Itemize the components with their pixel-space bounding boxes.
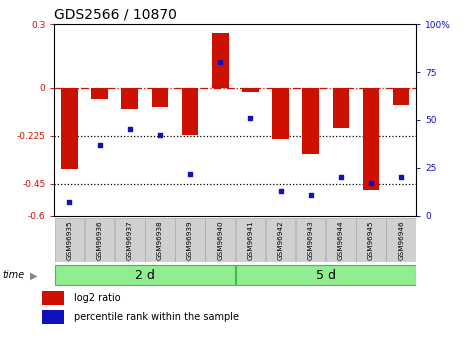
Bar (326, 218, 356, 262)
Bar (91, 88, 108, 99)
Point (66, 199, 73, 205)
Point (217, 60, 224, 65)
Bar (55, 265, 235, 285)
Point (96, 142, 104, 148)
Text: GSM96945: GSM96945 (368, 220, 374, 259)
Text: GSM96946: GSM96946 (398, 220, 404, 259)
Point (126, 127, 133, 132)
Point (246, 115, 254, 121)
Bar (55, 218, 84, 262)
Bar (42, 291, 64, 305)
Bar (302, 88, 319, 154)
Bar (182, 88, 198, 135)
Text: 2 d: 2 d (135, 269, 155, 282)
Text: GDS2566 / 10870: GDS2566 / 10870 (54, 8, 177, 22)
Bar (115, 218, 145, 262)
Bar (272, 88, 289, 139)
Point (307, 192, 315, 197)
Text: GSM96942: GSM96942 (278, 220, 283, 259)
Bar (296, 218, 325, 262)
Text: time: time (2, 270, 25, 280)
Point (367, 180, 375, 186)
Bar (175, 218, 205, 262)
Bar (393, 88, 410, 105)
Text: GSM96940: GSM96940 (217, 220, 223, 259)
Bar (266, 218, 295, 262)
Text: GSM96943: GSM96943 (308, 220, 314, 259)
Bar (122, 88, 138, 109)
Bar (85, 218, 114, 262)
Bar (152, 88, 168, 107)
Bar (333, 88, 349, 128)
Text: ▶: ▶ (30, 270, 37, 280)
Bar (145, 218, 175, 262)
Point (397, 175, 405, 180)
Text: GSM96935: GSM96935 (67, 220, 72, 259)
Text: GSM96938: GSM96938 (157, 220, 163, 259)
Bar (386, 218, 416, 262)
Text: log2 ratio: log2 ratio (74, 293, 121, 303)
Bar (212, 33, 228, 88)
Text: GSM96936: GSM96936 (96, 220, 103, 259)
Bar (236, 218, 265, 262)
Text: GSM96939: GSM96939 (187, 220, 193, 259)
Text: 5 d: 5 d (316, 269, 336, 282)
Bar (61, 88, 78, 169)
Bar (42, 310, 64, 324)
Bar (356, 218, 386, 262)
Point (156, 132, 164, 138)
Bar (236, 265, 416, 285)
Bar (205, 218, 235, 262)
Point (337, 175, 345, 180)
Text: GSM96944: GSM96944 (338, 220, 344, 259)
Bar (363, 88, 379, 190)
Point (277, 188, 284, 194)
Text: GSM96941: GSM96941 (247, 220, 254, 259)
Bar (242, 88, 259, 92)
Point (186, 171, 194, 176)
Text: GSM96937: GSM96937 (127, 220, 133, 259)
Text: percentile rank within the sample: percentile rank within the sample (74, 312, 239, 322)
